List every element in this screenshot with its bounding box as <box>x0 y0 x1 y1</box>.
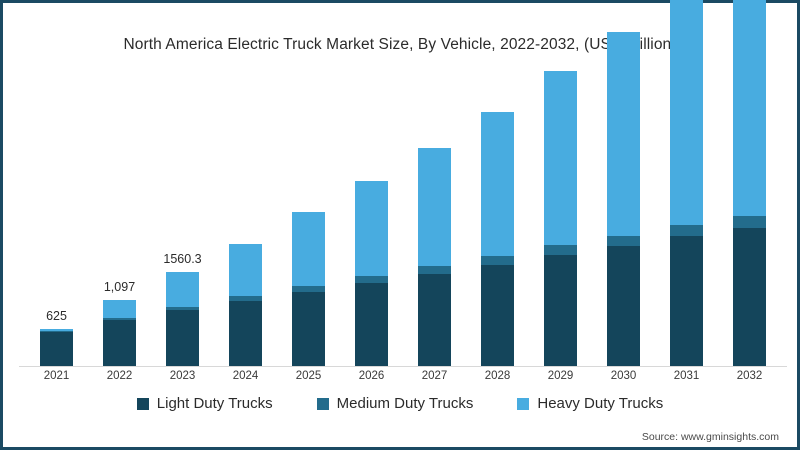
stacked-bar[interactable] <box>292 212 325 366</box>
bar-group[interactable] <box>657 0 717 366</box>
bar-segment-light-duty[interactable] <box>481 265 514 366</box>
bar-segment-medium-duty[interactable] <box>166 306 199 311</box>
bar-group[interactable] <box>405 78 465 366</box>
stacked-bar[interactable] <box>481 112 514 366</box>
stacked-bar[interactable] <box>733 0 766 366</box>
bar-segment-heavy-duty[interactable] <box>733 0 766 217</box>
legend-item-light-duty-trucks[interactable]: Light Duty Trucks <box>136 395 273 412</box>
source-note: Source: www.gminsights.com <box>641 431 779 443</box>
x-tick-label-2030: 2030 <box>610 370 637 382</box>
bar-value-label: 625 <box>46 308 67 323</box>
bar-series-container: 625 1,097 1560.3 <box>25 0 781 366</box>
bar-group[interactable]: 625 <box>27 78 87 366</box>
bar-segment-medium-duty[interactable] <box>103 318 136 321</box>
bar-segment-medium-duty[interactable] <box>670 224 703 236</box>
bar-segment-light-duty[interactable] <box>103 320 136 366</box>
x-tick-label-2022: 2022 <box>106 370 133 382</box>
x-axis-tick-labels: 2021 2022 2023 2024 2025 2026 2027 2028 2029 2030… <box>25 370 781 382</box>
bar-segment-light-duty[interactable] <box>229 301 262 366</box>
x-tick-label-2029: 2029 <box>547 370 574 382</box>
bar-value-label: 1,097 <box>103 280 136 295</box>
legend-swatch-icon <box>136 397 149 410</box>
x-tick-label-2023: 2023 <box>169 370 196 382</box>
legend-item-heavy-duty-trucks[interactable]: Heavy Duty Trucks <box>517 395 663 412</box>
x-tick-label-2026: 2026 <box>358 370 385 382</box>
x-tick-label-2032: 2032 <box>736 370 763 382</box>
x-tick-label-2027: 2027 <box>421 370 448 382</box>
bar-segment-heavy-duty[interactable] <box>103 300 136 319</box>
legend-label: Heavy Duty Trucks <box>537 395 664 412</box>
bar-segment-light-duty[interactable] <box>544 255 577 366</box>
stacked-bar[interactable] <box>40 328 73 366</box>
bar-group[interactable] <box>216 78 276 366</box>
bar-group[interactable] <box>531 71 591 366</box>
bar-segment-light-duty[interactable] <box>166 310 199 366</box>
legend-label: Light Duty Trucks <box>156 395 273 412</box>
bar-segment-medium-duty[interactable] <box>355 275 388 284</box>
bar-segment-light-duty[interactable] <box>733 228 766 366</box>
bar-segment-light-duty[interactable] <box>418 274 451 366</box>
bar-group[interactable] <box>468 78 528 366</box>
legend-swatch-icon <box>517 397 530 410</box>
stacked-bar[interactable] <box>544 71 577 366</box>
bar-segment-light-duty[interactable] <box>355 283 388 366</box>
legend-swatch-icon <box>316 397 329 410</box>
bar-value-label: 1560.3 <box>163 252 202 267</box>
bar-segment-heavy-duty[interactable] <box>229 243 262 297</box>
stacked-bar[interactable] <box>670 0 703 366</box>
stacked-bar[interactable] <box>607 32 640 366</box>
bar-segment-heavy-duty[interactable] <box>481 112 514 257</box>
bar-segment-light-duty[interactable] <box>292 292 325 366</box>
stacked-bar[interactable] <box>418 148 451 366</box>
bar-segment-medium-duty[interactable] <box>292 285 325 293</box>
bar-segment-medium-duty[interactable] <box>481 256 514 266</box>
legend-label: Medium Duty Trucks <box>336 395 474 412</box>
x-tick-label-2025: 2025 <box>295 370 322 382</box>
bar-group[interactable]: 1,097 <box>90 78 150 366</box>
chart-title: North America Electric Truck Market Size… <box>123 36 677 53</box>
bar-segment-medium-duty[interactable] <box>40 330 73 332</box>
x-tick-label-2028: 2028 <box>484 370 511 382</box>
bar-segment-medium-duty[interactable] <box>544 245 577 255</box>
stacked-bar[interactable] <box>166 272 199 366</box>
bar-segment-heavy-duty[interactable] <box>292 212 325 286</box>
plot-area: 625 1,097 1560.3 <box>25 0 781 366</box>
bar-segment-medium-duty[interactable] <box>229 296 262 302</box>
bar-segment-medium-duty[interactable] <box>733 216 766 228</box>
bar-segment-light-duty[interactable] <box>670 235 703 366</box>
bar-segment-light-duty[interactable] <box>40 331 73 366</box>
bar-group[interactable] <box>720 0 780 366</box>
bar-segment-heavy-duty[interactable] <box>607 32 640 236</box>
bar-segment-heavy-duty[interactable] <box>166 272 199 307</box>
bar-group[interactable] <box>594 32 654 366</box>
bar-segment-medium-duty[interactable] <box>418 265 451 275</box>
chart-legend: Light Duty Trucks Medium Duty Trucks Heavy… <box>3 395 797 412</box>
stacked-bar[interactable] <box>355 181 388 366</box>
bar-segment-heavy-duty[interactable] <box>40 328 73 331</box>
x-tick-label-2031: 2031 <box>673 370 700 382</box>
stacked-bar[interactable] <box>103 300 136 366</box>
legend-item-medium-duty-trucks[interactable]: Medium Duty Trucks <box>316 395 474 412</box>
x-tick-label-2024: 2024 <box>232 370 259 382</box>
bar-group[interactable] <box>342 78 402 366</box>
bar-segment-heavy-duty[interactable] <box>355 181 388 276</box>
bar-group[interactable]: 1560.3 <box>153 78 213 366</box>
x-tick-label-2021: 2021 <box>43 370 70 382</box>
bar-segment-heavy-duty[interactable] <box>670 0 703 225</box>
bar-segment-heavy-duty[interactable] <box>544 71 577 246</box>
stacked-bar[interactable] <box>229 243 262 366</box>
bar-segment-heavy-duty[interactable] <box>418 148 451 266</box>
bar-segment-medium-duty[interactable] <box>607 235 640 246</box>
bar-segment-light-duty[interactable] <box>607 246 640 366</box>
bar-group[interactable] <box>279 78 339 366</box>
x-axis-line <box>19 366 787 367</box>
